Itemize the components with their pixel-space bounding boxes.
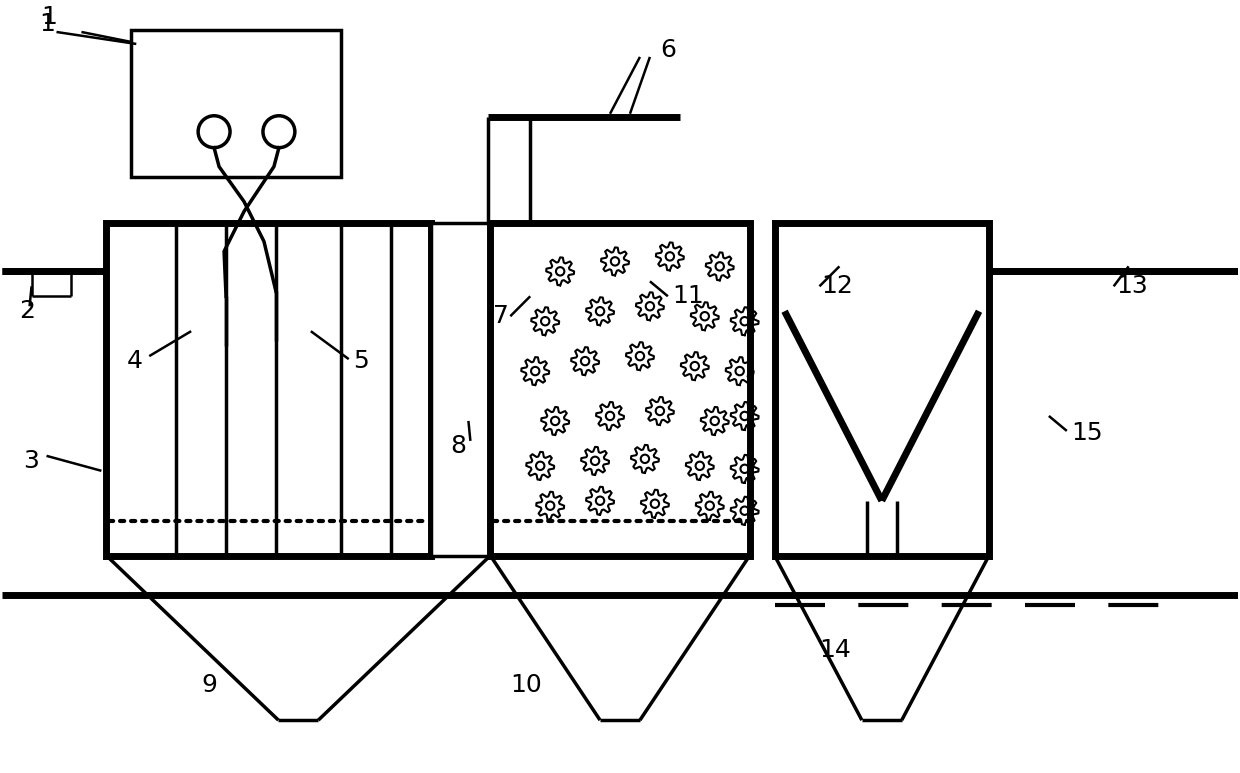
Text: 12: 12	[821, 274, 853, 298]
Bar	[131, 30, 341, 176]
Text: 2: 2	[20, 299, 36, 323]
Text: 1: 1	[42, 5, 57, 29]
Text: 3: 3	[24, 449, 40, 473]
Text: 14: 14	[820, 638, 852, 662]
Text: 11: 11	[672, 284, 703, 308]
Bar	[490, 223, 750, 556]
Text: 10: 10	[511, 673, 542, 697]
Text: 15: 15	[1071, 421, 1102, 445]
Text: 7: 7	[494, 305, 510, 329]
Text: 6: 6	[660, 38, 676, 62]
Text: 9: 9	[201, 673, 217, 697]
Text: 8: 8	[450, 434, 466, 458]
Bar	[775, 223, 990, 556]
Text: 5: 5	[352, 349, 368, 373]
Text: 4: 4	[126, 349, 143, 373]
Text: 13: 13	[1117, 274, 1148, 298]
Bar	[107, 223, 430, 556]
Text: 1: 1	[40, 12, 56, 36]
Bar	[430, 223, 490, 556]
